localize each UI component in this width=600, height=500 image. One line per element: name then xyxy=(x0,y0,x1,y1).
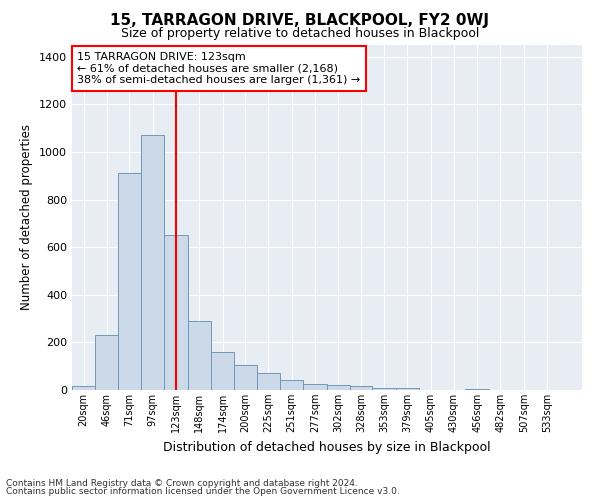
Bar xyxy=(164,236,188,390)
Bar xyxy=(234,365,257,390)
Bar xyxy=(72,386,95,390)
Bar xyxy=(280,380,303,390)
Bar xyxy=(257,374,280,390)
Bar xyxy=(211,352,234,390)
Y-axis label: Number of detached properties: Number of detached properties xyxy=(20,124,34,310)
Bar xyxy=(466,389,489,390)
Text: 15 TARRAGON DRIVE: 123sqm
← 61% of detached houses are smaller (2,168)
38% of se: 15 TARRAGON DRIVE: 123sqm ← 61% of detac… xyxy=(77,52,361,85)
Text: Contains HM Land Registry data © Crown copyright and database right 2024.: Contains HM Land Registry data © Crown c… xyxy=(6,478,358,488)
Bar xyxy=(141,136,164,390)
Bar xyxy=(303,384,326,390)
Text: 15, TARRAGON DRIVE, BLACKPOOL, FY2 0WJ: 15, TARRAGON DRIVE, BLACKPOOL, FY2 0WJ xyxy=(110,12,490,28)
Bar xyxy=(95,336,118,390)
Text: Size of property relative to detached houses in Blackpool: Size of property relative to detached ho… xyxy=(121,28,479,40)
Text: Contains public sector information licensed under the Open Government Licence v3: Contains public sector information licen… xyxy=(6,487,400,496)
Bar xyxy=(350,386,372,390)
Bar xyxy=(188,321,211,390)
Bar xyxy=(372,388,395,390)
Bar xyxy=(395,388,419,390)
X-axis label: Distribution of detached houses by size in Blackpool: Distribution of detached houses by size … xyxy=(163,440,491,454)
Bar xyxy=(118,174,141,390)
Bar xyxy=(326,385,350,390)
